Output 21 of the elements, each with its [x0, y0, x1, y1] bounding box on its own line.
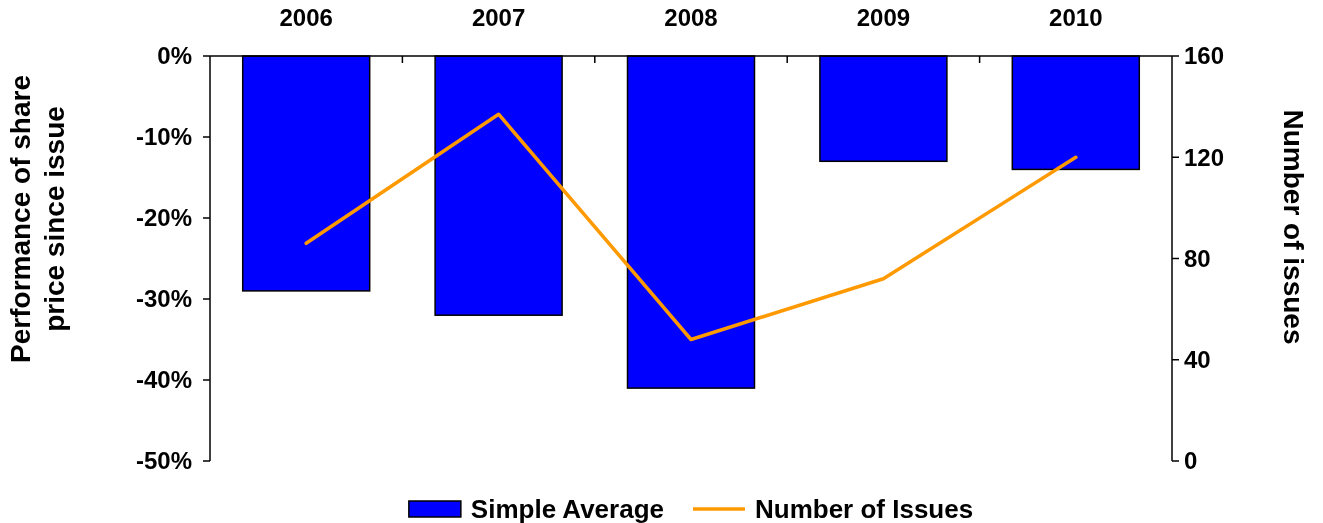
y-tick-label: -10% [135, 123, 192, 151]
x-tick-label: 2006 [279, 4, 333, 31]
y2-tick-label: 40 [1184, 346, 1211, 374]
y2-axis-title: Number of issues [1278, 109, 1309, 345]
y2-tick-label: 0 [1184, 447, 1198, 475]
y2-tick-label: 80 [1184, 244, 1211, 272]
y-tick-label: -30% [135, 285, 192, 313]
x-tick-label: 2008 [664, 4, 718, 31]
line-series [304, 112, 1078, 342]
x-tick-label: 2009 [856, 4, 911, 31]
y2-tick-label: 120 [1184, 143, 1225, 171]
y-tick-label: -40% [135, 366, 192, 394]
y-tick-label: 0% [157, 42, 192, 70]
y-tick-label: -20% [135, 204, 192, 232]
legend-label: Number of Issues [754, 494, 974, 523]
x-tick-label: 2010 [1049, 4, 1103, 31]
y2-tick-label: 160 [1184, 42, 1225, 70]
legend-label: Simple Average [470, 494, 665, 523]
x-tick-label: 2007 [471, 4, 526, 31]
y-tick-label: -50% [135, 447, 192, 475]
y-axis-title: Performance of share price since issue [5, 75, 70, 363]
